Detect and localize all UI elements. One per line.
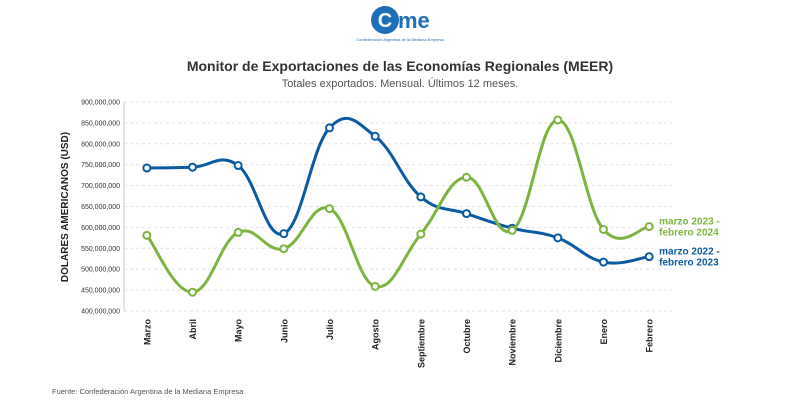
y-tick-label: 500,000,000 (81, 267, 120, 274)
data-point (188, 162, 197, 172)
logo-circle (371, 6, 399, 34)
data-point (233, 227, 243, 237)
data-point (370, 131, 380, 141)
y-tick-label: 750,000,000 (81, 162, 120, 169)
data-point (370, 281, 380, 291)
x-tick-label: Julio (325, 319, 335, 341)
y-axis-label: DOLARES AMERICANOS (USD) (60, 132, 71, 282)
grid-lines (123, 101, 672, 312)
x-tick-label: Mayo (234, 319, 244, 343)
data-point (416, 192, 426, 202)
data-point (416, 229, 426, 239)
series-label: febrero 2024 (659, 228, 719, 239)
y-tick-label: 900,000,000 (81, 100, 120, 107)
logo-c-letter: C (378, 10, 392, 32)
data-point (142, 163, 152, 173)
chart-subtitle: Totales exportados. Mensual. Últimos 12 … (282, 77, 519, 90)
data-point (644, 222, 654, 232)
data-point (644, 252, 654, 262)
series-label: marzo 2022 - (659, 247, 720, 258)
data-point (233, 161, 243, 171)
y-tick-label: 850,000,000 (81, 120, 120, 127)
data-point (599, 257, 608, 267)
x-tick-label: Enero (599, 319, 609, 345)
y-tick-label: 700,000,000 (81, 183, 120, 190)
y-tick-label: 450,000,000 (81, 288, 120, 295)
data-point (142, 230, 152, 240)
series-label: febrero 2023 (659, 258, 719, 269)
data-point (462, 172, 471, 182)
data-point (279, 229, 289, 239)
data-point (325, 123, 334, 133)
data-point (188, 287, 197, 297)
x-tick-label: Agosto (371, 319, 381, 350)
x-tick-label: Septiembre (416, 319, 426, 368)
data-point (599, 224, 608, 234)
data-point (462, 209, 471, 219)
x-tick-label: Marzo (142, 319, 152, 346)
y-tick-label: 600,000,000 (81, 225, 120, 232)
x-tick-label: Diciembre (553, 319, 563, 363)
source-note: Fuente: Confederación Argentina de la Me… (52, 387, 244, 396)
series-labels: marzo 2022 -febrero 2023 marzo 2023 -febr… (659, 217, 720, 269)
y-tick-label: 800,000,000 (81, 141, 120, 148)
x-tick-labels: Marzo Abril Mayo Junio Julio Agosto Septiembre… (142, 318, 654, 368)
logo-wordmark: me (398, 8, 430, 33)
x-tick-label: Febrero (645, 319, 655, 353)
x-tick-label: Noviembre (508, 319, 518, 366)
data-point (507, 225, 517, 235)
x-tick-label: Octubre (462, 319, 472, 354)
x-tick-label: Abril (188, 319, 198, 340)
y-tick-label: 400,000,000 (81, 309, 120, 316)
y-tick-labels: 400,000,000 450,000,000 500,000,000 550,000… (81, 100, 120, 316)
y-tick-label: 550,000,000 (81, 246, 120, 253)
data-point (553, 233, 563, 243)
logo-subtitle: Confederación Argentina de la Mediana Em… (356, 37, 444, 42)
data-point (279, 244, 289, 254)
data-point (325, 204, 334, 214)
series-lines (142, 115, 654, 297)
series-label: marzo 2023 - (659, 217, 720, 228)
data-point (553, 115, 563, 125)
x-tick-label: Junio (279, 318, 289, 343)
came-logo: C me Confederación Argentina de la Media… (356, 6, 444, 42)
y-tick-label: 650,000,000 (81, 204, 120, 211)
chart-title: Monitor de Exportaciones de las Economía… (187, 58, 613, 74)
